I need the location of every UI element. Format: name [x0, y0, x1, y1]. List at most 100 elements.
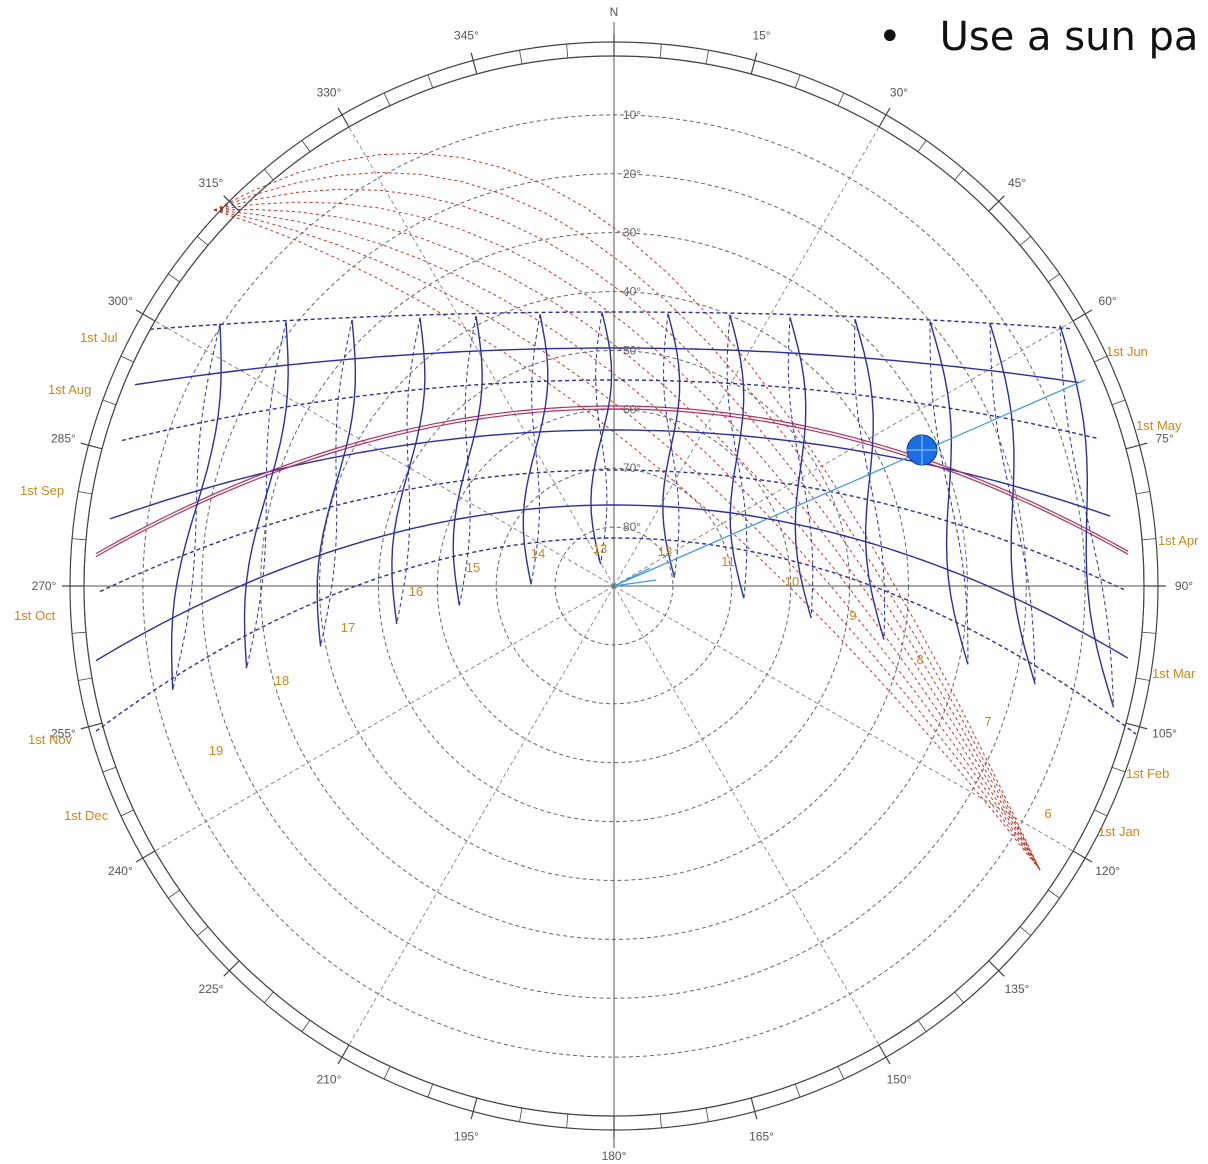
south-label: 180°	[602, 1149, 627, 1163]
azimuth-tick	[337, 107, 350, 128]
azimuth-tick	[1141, 631, 1156, 634]
azimuth-tick	[519, 1107, 523, 1122]
azimuth-tick	[878, 1044, 891, 1065]
altitude-label: 10°	[623, 108, 641, 122]
altitude-label: 70°	[623, 461, 641, 475]
azimuth-tick	[383, 92, 391, 106]
hour-analemma	[1059, 325, 1115, 708]
azimuth-tick	[1047, 889, 1060, 899]
month-label: 1st Feb	[1126, 766, 1169, 781]
hour-label: 7	[984, 714, 991, 729]
azimuth-label: 270°	[32, 579, 57, 593]
hour-analemma-dashed	[853, 319, 886, 640]
bullet-label: Use a sun pa	[939, 14, 1199, 60]
azimuth-label: 330°	[317, 85, 342, 99]
current-date-path	[95, 405, 1129, 555]
hour-analemma-dashed	[320, 319, 353, 647]
azimuth-tick	[566, 1113, 569, 1128]
azimuth-label: 165°	[749, 1130, 774, 1144]
hour-analemma-dashed	[396, 317, 421, 625]
azimuth-tick	[264, 169, 274, 181]
azimuth-label: 315°	[199, 176, 224, 190]
hour-label: 19	[209, 743, 223, 758]
azimuth-ray	[348, 585, 615, 1046]
azimuth-tick	[427, 1083, 434, 1098]
azimuth-tick	[427, 74, 434, 89]
shading-mask-curve	[213, 208, 1041, 871]
azimuth-tick	[78, 491, 93, 495]
hour-analemma-dashed	[726, 315, 748, 599]
sun-path-curve	[121, 379, 1099, 442]
azimuth-tick	[78, 677, 93, 681]
azimuth-tick	[750, 1097, 758, 1120]
azimuth-label: 75°	[1155, 431, 1173, 445]
hour-label: 11	[721, 554, 735, 569]
month-label: 1st Oct	[14, 608, 56, 623]
hour-label: 8	[916, 652, 923, 667]
azimuth-tick	[1111, 766, 1126, 773]
azimuth-label: 150°	[887, 1073, 912, 1087]
azimuth-tick	[120, 809, 134, 817]
azimuth-tick	[72, 538, 87, 541]
azimuth-tick	[954, 169, 964, 181]
azimuth-ray	[154, 585, 615, 852]
current-date-path	[95, 408, 1129, 558]
azimuth-tick	[1135, 491, 1150, 495]
month-label: 1st Aug	[48, 382, 91, 397]
month-label: 1st Jan	[1098, 824, 1140, 839]
azimuth-tick	[988, 195, 1005, 212]
compass-ring	[62, 34, 1166, 1138]
hour-analemma	[662, 313, 681, 578]
azimuth-label: 300°	[108, 294, 133, 308]
azimuth-tick	[519, 50, 523, 65]
azimuth-tick	[102, 766, 117, 773]
azimuth-tick	[837, 92, 845, 106]
hour-label: 10	[785, 574, 799, 589]
azimuth-tick	[1135, 677, 1150, 681]
azimuth-tick	[1125, 442, 1148, 450]
diagram-labels: N 180° 15° 30° 45° 60° 75° 90° 105° 120° 135° 150° 1…	[14, 5, 1199, 1163]
azimuth-label: 345°	[454, 28, 479, 42]
shading-mask-curve	[213, 201, 1041, 871]
azimuth-tick	[1019, 926, 1031, 936]
azimuth-tick	[301, 140, 311, 153]
hour-label: 16	[409, 584, 423, 599]
azimuth-ray	[613, 126, 880, 587]
azimuth-label: 195°	[454, 1130, 479, 1144]
hour-analemma-dashed	[595, 312, 608, 565]
azimuth-tick	[917, 140, 927, 153]
azimuth-rays	[62, 22, 1166, 1148]
altitude-label: 40°	[623, 285, 641, 299]
azimuth-label: 225°	[199, 982, 224, 996]
sun-path-curve	[95, 537, 1137, 735]
hour-analemma-dashed	[172, 323, 221, 691]
azimuth-label: 90°	[1175, 579, 1193, 593]
altitude-label: 60°	[623, 402, 641, 416]
azimuth-tick	[659, 1113, 662, 1128]
hour-analemma	[243, 321, 289, 669]
hour-analemma-dashed	[989, 323, 1036, 685]
azimuth-tick	[72, 631, 87, 634]
shading-mask-curve	[213, 209, 1041, 871]
azimuth-tick	[197, 236, 209, 246]
azimuth-ray	[348, 126, 615, 587]
azimuth-ray	[613, 585, 880, 1046]
hour-label: 15	[466, 560, 480, 575]
azimuth-tick	[1111, 399, 1126, 406]
hour-analemma	[452, 315, 483, 606]
shading-mask-curve	[213, 188, 1041, 871]
hour-label: 18	[275, 673, 289, 688]
azimuth-label: 255°	[51, 727, 76, 741]
azimuth-tick	[168, 889, 181, 899]
month-label: 1st Jul	[80, 330, 118, 345]
azimuth-tick	[80, 722, 103, 730]
azimuth-tick	[566, 44, 569, 59]
sun-path-curve	[134, 347, 1080, 386]
azimuth-tick	[1094, 355, 1108, 363]
hour-analemma	[929, 321, 969, 665]
hour-analemma-dashed	[246, 321, 287, 669]
azimuth-tick	[102, 399, 117, 406]
azimuth-tick	[1094, 809, 1108, 817]
month-label: 1st Mar	[1152, 666, 1196, 681]
